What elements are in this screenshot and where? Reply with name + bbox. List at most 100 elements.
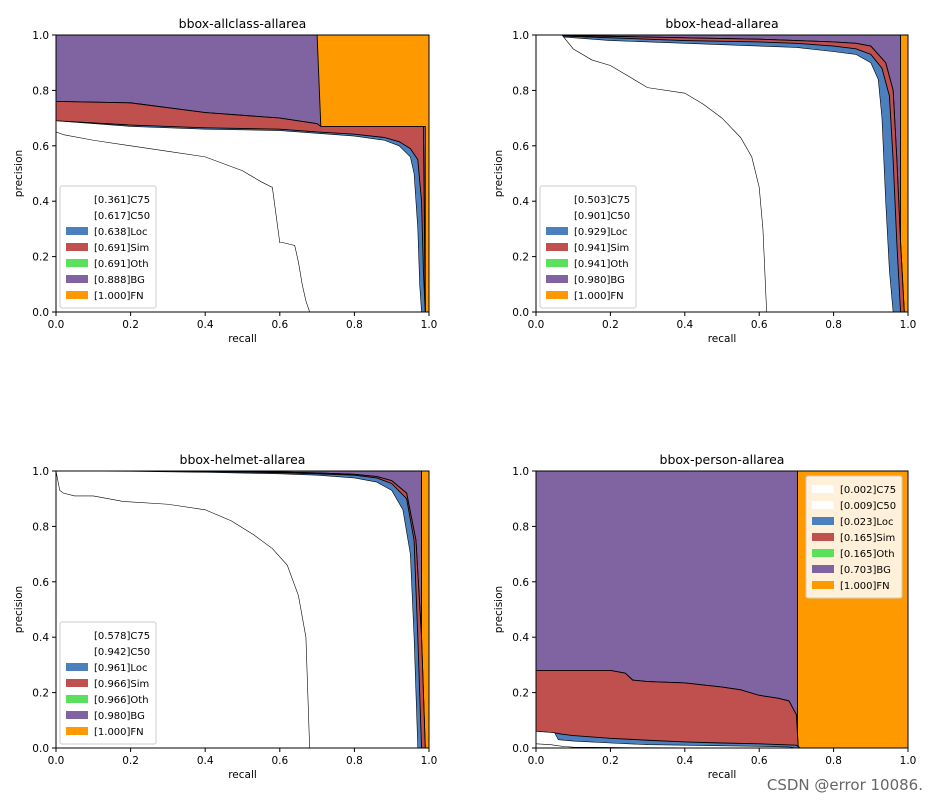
axes-frame (535, 34, 909, 313)
legend-label: [0.941]Oth (574, 259, 629, 270)
legend-label: [0.617]C50 (94, 211, 150, 222)
chart-panel-4: 0.0 0.2 0.4 0.6 0.8 1.0 0.0 0.2 0.4 0.6 0.8 1.0 bbox… (493, 452, 916, 781)
line-sim (536, 35, 905, 312)
axes-frame (55, 34, 430, 313)
legend-swatch-c75 (812, 485, 834, 493)
line-c75 (56, 131, 310, 312)
line-c50 (536, 35, 894, 312)
legend-label: [0.691]Oth (94, 259, 149, 270)
y-tick-label: 0.0 (32, 307, 49, 319)
watermark-text: CSDN @error 10086. (766, 776, 923, 794)
x-tick-label: 0.2 (122, 319, 139, 331)
legend-label: [0.888]BG (94, 275, 145, 286)
x-tick-label: 0.4 (197, 319, 214, 331)
legend-swatch-fn (66, 727, 88, 735)
line-sim (56, 101, 426, 312)
legend-swatch-c75 (66, 195, 88, 203)
line-loc (536, 730, 801, 748)
legend-label: [0.961]Loc (94, 663, 147, 674)
x-tick-label: 1.0 (900, 319, 917, 331)
legend-swatch-oth (66, 259, 88, 267)
legend-swatch-oth (66, 695, 88, 703)
x-tick-label: 0.8 (346, 755, 363, 767)
legend-swatch-bg (812, 565, 834, 573)
legend-swatch-sim (66, 243, 88, 251)
y-tick-label: 0.6 (512, 577, 529, 589)
y-tick-label: 0.4 (32, 196, 49, 208)
y-tick-label: 1.0 (512, 30, 529, 42)
y-tick-label: 0.0 (32, 743, 49, 755)
legend-swatch-sim (66, 679, 88, 687)
legend: [0.002]C75 [0.009]C50 [0.023]Loc [0.165]Sim… (805, 475, 903, 599)
area-c50 (536, 731, 797, 748)
legend-swatch-c50 (66, 211, 88, 219)
y-tick-label: 0.6 (32, 577, 49, 589)
y-axis-label: precision (493, 586, 505, 633)
y-tick-label: 0.2 (512, 252, 529, 264)
legend-swatch-fn (546, 291, 568, 299)
legend-label: [0.165]Sim (840, 533, 895, 544)
legend-swatch-c50 (66, 647, 88, 655)
line-c50 (56, 120, 422, 312)
legend-label: [0.503]C75 (574, 195, 630, 206)
legend-label: [0.980]BG (94, 711, 145, 722)
legend-swatch-loc (546, 227, 568, 235)
legend-swatch-oth (546, 259, 568, 267)
line-c75 (536, 35, 767, 312)
x-tick-label: 0.6 (751, 319, 768, 331)
line-sim (536, 669, 799, 748)
legend-swatch-bg (66, 275, 88, 283)
legend-swatch-bg (546, 275, 568, 283)
line-loc (56, 120, 426, 312)
x-tick-label: 0.0 (528, 319, 545, 331)
x-tick-label: 0.8 (825, 755, 842, 767)
y-tick-label: 0.4 (512, 632, 529, 644)
legend-swatch-sim (812, 533, 834, 541)
legend-label: [0.980]BG (574, 275, 625, 286)
x-tick-label: 0.2 (602, 755, 619, 767)
x-tick-label: 0.6 (751, 755, 768, 767)
axes-frame (535, 470, 909, 749)
legend-swatch-oth (812, 549, 834, 557)
axes-frame (55, 470, 430, 749)
x-axis-label: recall (228, 769, 257, 781)
legend-label: [0.941]Sim (574, 243, 629, 254)
legend-label: [1.000]FN (94, 291, 144, 302)
y-tick-label: 0.2 (512, 688, 529, 700)
x-tick-label: 0.6 (271, 755, 288, 767)
legend-swatch-loc (66, 227, 88, 235)
x-tick-label: 0.4 (676, 319, 693, 331)
x-tick-label: 0.4 (676, 755, 693, 767)
y-tick-label: 0.8 (32, 521, 49, 533)
line-bg (536, 471, 798, 748)
legend-label: [0.703]BG (840, 565, 891, 576)
y-tick-label: 0.2 (32, 688, 49, 700)
legend: [0.578]C75 [0.942]C50 [0.961]Loc [0.966]Sim… (59, 621, 157, 745)
x-tick-label: 0.2 (122, 755, 139, 767)
chart-panel-1: 0.0 0.2 0.4 0.6 0.8 1.0 0.0 0.2 0.4 0.6 0.8 1.0 bbox… (13, 16, 437, 345)
y-tick-label: 0.8 (512, 521, 529, 533)
legend-swatch-loc (66, 663, 88, 671)
legend-swatch-bg (66, 711, 88, 719)
y-tick-label: 0.8 (32, 85, 49, 97)
chart-title: bbox-head-allarea (665, 16, 778, 31)
y-tick-label: 0.2 (32, 252, 49, 264)
legend-label: [0.023]Loc (840, 517, 893, 528)
legend-label: [1.000]FN (574, 291, 624, 302)
y-axis-label: precision (13, 586, 25, 633)
line-c50 (536, 731, 797, 748)
legend: [0.503]C75 [0.901]C50 [0.929]Loc [0.941]Sim… (539, 185, 637, 309)
legend-label: [0.942]C50 (94, 647, 150, 658)
legend-swatch-c50 (812, 501, 834, 509)
legend-label: [0.578]C75 (94, 631, 150, 642)
y-tick-label: 1.0 (512, 466, 529, 478)
legend-label: [0.638]Loc (94, 227, 147, 238)
legend-label: [0.165]Oth (840, 549, 895, 560)
legend: [0.361]C75 [0.617]C50 [0.638]Loc [0.691]Sim… (59, 185, 157, 309)
x-tick-label: 1.0 (421, 319, 438, 331)
x-tick-label: 1.0 (421, 755, 438, 767)
x-tick-label: 0.0 (48, 319, 65, 331)
y-tick-label: 0.4 (512, 196, 529, 208)
x-tick-label: 0.8 (346, 319, 363, 331)
y-tick-label: 1.0 (32, 466, 49, 478)
